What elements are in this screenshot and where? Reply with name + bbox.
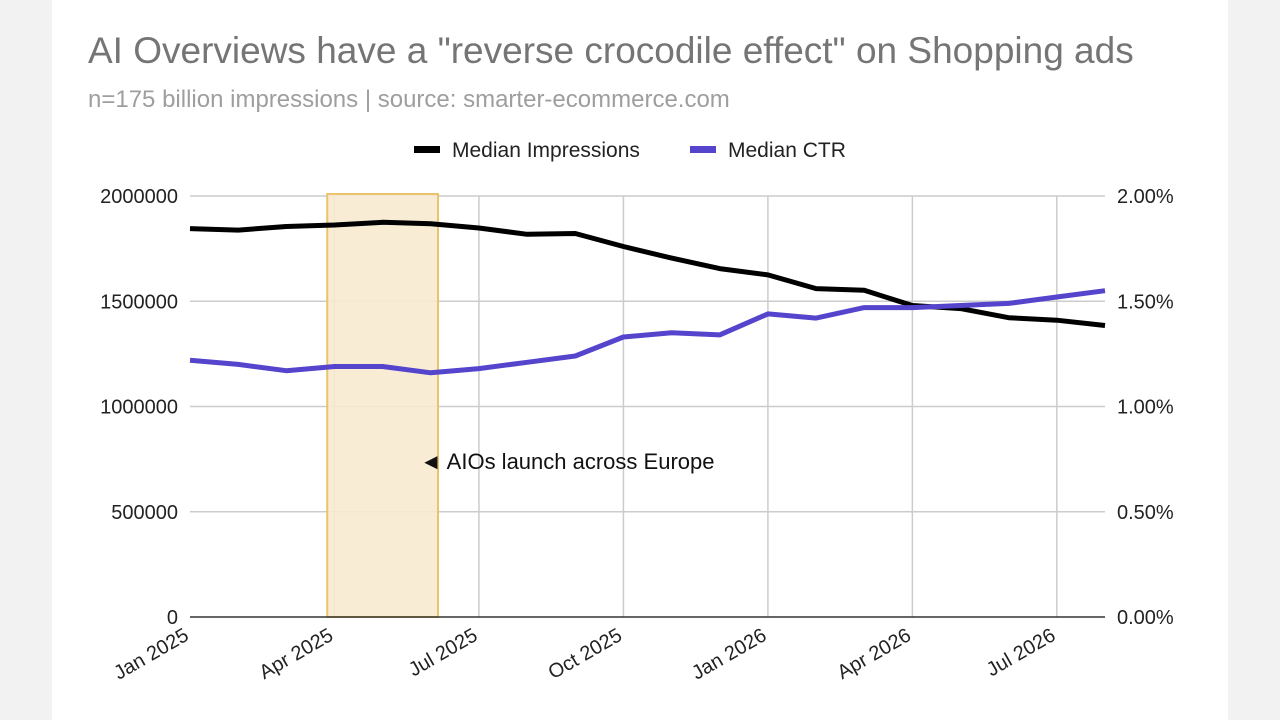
y-left-tick-label: 0 bbox=[167, 607, 178, 629]
x-tick-label: Jul 2026 bbox=[983, 624, 1059, 681]
chart-card: AI Overviews have a "reverse crocodile e… bbox=[52, 0, 1228, 720]
y-left-tick-label: 1000000 bbox=[100, 397, 178, 419]
y-left-tick-label: 2000000 bbox=[100, 186, 178, 208]
legend-label-1: Median CTR bbox=[728, 139, 846, 162]
y-right-tick-label: 0.50% bbox=[1117, 502, 1174, 524]
annotation-text: ◄ AIOs launch across Europe bbox=[420, 449, 714, 474]
series-lines bbox=[189, 219, 1106, 376]
legend-swatch-1 bbox=[690, 146, 716, 153]
x-tick-label: Jul 2025 bbox=[405, 624, 481, 681]
x-tick-label: Apr 2026 bbox=[834, 624, 915, 684]
legend-swatch-0 bbox=[414, 146, 440, 153]
x-tick-label: Jan 2026 bbox=[688, 624, 770, 684]
annotation: ◄ AIOs launch across Europe bbox=[420, 449, 714, 474]
x-tick-label: Apr 2025 bbox=[256, 624, 337, 684]
y-right-tick-label: 0.00% bbox=[1117, 607, 1174, 629]
y-right-tick-label: 1.50% bbox=[1117, 291, 1174, 313]
chart-subtitle: n=175 billion impressions | source: smar… bbox=[88, 86, 730, 113]
legend-label-0: Median Impressions bbox=[452, 139, 640, 162]
chart-title: AI Overviews have a "reverse crocodile e… bbox=[88, 30, 1134, 71]
legend: Median Impressions Median CTR bbox=[414, 139, 846, 162]
y-left-tick-label: 1500000 bbox=[100, 291, 178, 313]
tick-labels: 0 0.00% 500000 0.50% 1000000 1.00% 1500000 1.50… bbox=[100, 186, 1174, 684]
highlight-rect bbox=[326, 193, 440, 618]
y-right-tick-label: 2.00% bbox=[1117, 186, 1174, 208]
x-tick-label: Oct 2025 bbox=[545, 624, 626, 684]
x-tick-label: Jan 2025 bbox=[110, 624, 192, 684]
highlight-band bbox=[326, 193, 440, 618]
series-line-1 bbox=[189, 288, 1106, 376]
y-right-tick-label: 1.00% bbox=[1117, 397, 1174, 419]
y-left-tick-label: 500000 bbox=[111, 502, 178, 524]
